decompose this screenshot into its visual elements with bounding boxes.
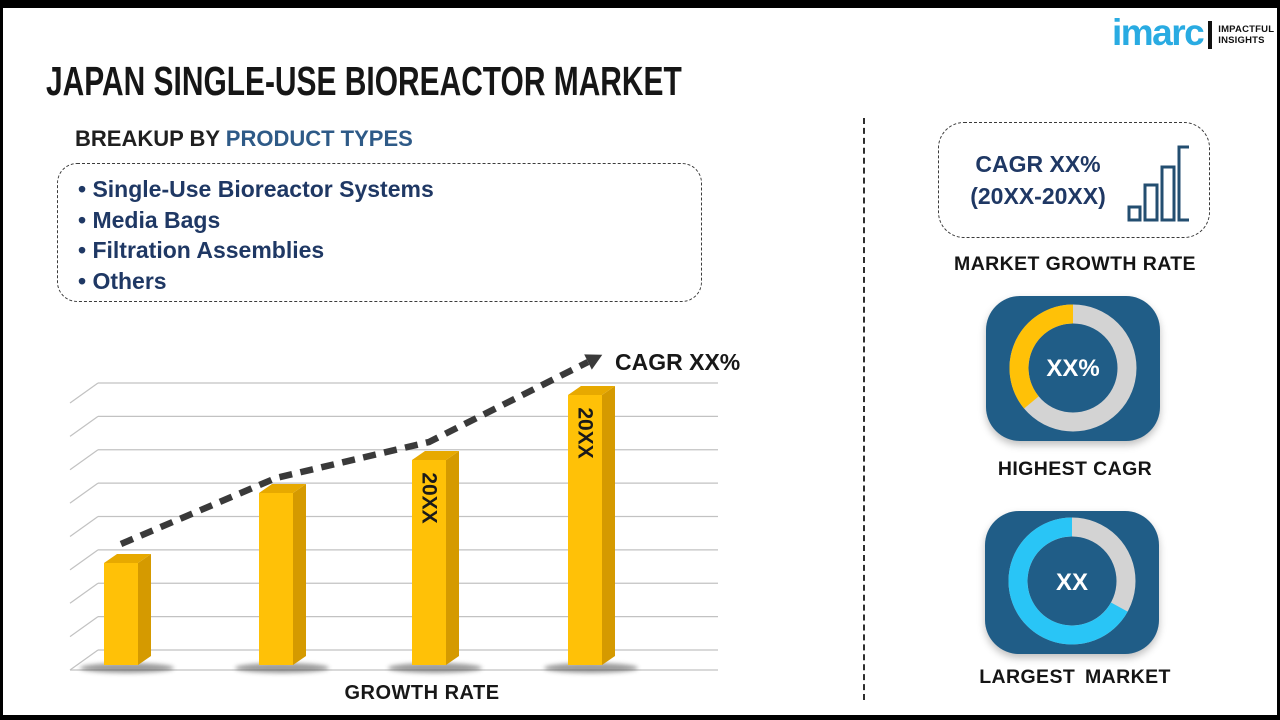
logo-tagline-line1: IMPACTFUL (1218, 24, 1275, 35)
highest-cagr-card: XX% (986, 296, 1160, 441)
list-item: Single-Use Bioreactor Systems (78, 174, 433, 205)
donut-chart-largest-market (1008, 517, 1136, 645)
product-types-list: Single-Use Bioreactor Systems Media Bags… (78, 174, 434, 297)
highest-cagr-value: XX% (1046, 354, 1100, 382)
frame-border-right (1277, 0, 1280, 720)
cagr-line1: CAGR XX% (975, 151, 1101, 177)
highest-cagr-label: HIGHEST CAGR (997, 458, 1153, 480)
bar-year-label: 20XX (574, 407, 597, 458)
vertical-dashed-divider (863, 118, 865, 700)
logo-divider-bar (1208, 21, 1213, 49)
product-types-box (57, 163, 702, 302)
largest-market-value: XX (1055, 568, 1088, 596)
growth-bar-chart: 20XX 20XX CAGR XX% GROWTH RATE (69, 349, 740, 704)
bar-chart-icon (1127, 145, 1189, 222)
list-item: Filtration Assemblies (78, 235, 434, 266)
logo-tagline-line2: INSIGHTS (1218, 35, 1265, 46)
growth-chart-area: 20XX 20XX CAGR XX% GROWTH RATE (40, 330, 740, 720)
trend-cagr-label: CAGR XX% (615, 349, 740, 375)
cagr-line2: (20XX-20XX) (970, 183, 1106, 209)
chart-geometry: 20XX 20XX (69, 354, 718, 673)
list-item: Media Bags (78, 205, 434, 236)
market-growth-rate-box: CAGR XX% (20XX-20XX) (938, 122, 1210, 238)
donut-chart-highest-cagr (1009, 304, 1137, 432)
frame-border-bottom (0, 715, 1280, 720)
imarc-logo: imarc IMPACTFUL INSIGHTS (1112, 12, 1274, 53)
frame-border-top (0, 0, 1280, 8)
x-axis-label: GROWTH RATE (344, 682, 499, 704)
logo-tagline: IMPACTFUL INSIGHTS (1218, 24, 1274, 46)
list-item: Others (78, 266, 434, 297)
market-growth-rate-label: MARKET GROWTH RATE (954, 253, 1196, 275)
breakup-heading-prefix: BREAKUP BY (75, 126, 220, 151)
breakup-heading: BREAKUP BY PRODUCT TYPES (75, 126, 413, 152)
page-title: JAPAN SINGLE-USE BIOREACTOR MARKET (46, 58, 682, 104)
largest-market-label: LARGEST MARKET (979, 666, 1171, 688)
bar-year-label: 20XX (418, 472, 441, 523)
breakup-heading-highlight: PRODUCT TYPES (225, 126, 413, 151)
frame-border-left (0, 0, 3, 720)
cagr-text-block: CAGR XX% (20XX-20XX) (939, 148, 1127, 212)
imarc-wordmark: imarc (1112, 12, 1205, 53)
largest-market-card: XX (985, 511, 1159, 654)
